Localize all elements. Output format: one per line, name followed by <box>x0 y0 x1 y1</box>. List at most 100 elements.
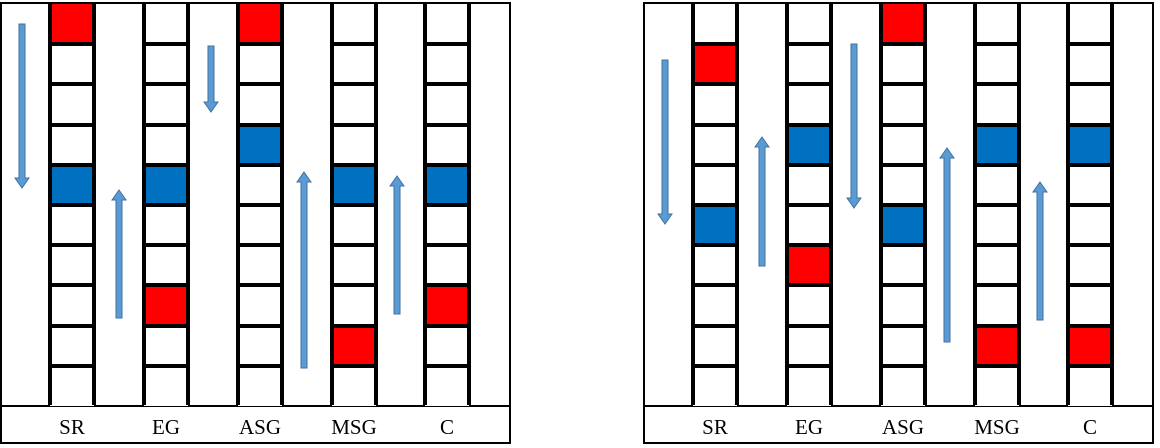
ladder-rung <box>977 243 1017 248</box>
column-label: EG <box>795 415 823 439</box>
ladder-rung <box>1070 363 1110 368</box>
ladder-rung <box>883 122 923 127</box>
ladder-column-eg <box>785 4 833 406</box>
flow-arrow-up <box>1032 181 1048 321</box>
ladder-rung <box>695 122 735 127</box>
ladder-cell-empty <box>332 44 376 85</box>
ladder-cell-empty <box>144 44 188 85</box>
ladder-rung <box>240 162 280 167</box>
flow-arrow-shape <box>111 189 127 319</box>
ladder-cell-empty <box>787 325 831 366</box>
ladder-cell-blue <box>50 164 94 205</box>
ladder-rung <box>427 243 467 248</box>
ladder-cell-empty <box>425 205 469 246</box>
ladder-cell-empty <box>787 285 831 326</box>
ladder-cell-empty <box>50 205 94 246</box>
ladder-cell-empty <box>144 365 188 406</box>
ladder-rung <box>52 82 92 87</box>
ladder-rung <box>789 162 829 167</box>
ladder-rung <box>240 42 280 47</box>
ladder-rung <box>1070 82 1110 87</box>
ladder-cell-empty <box>238 325 282 366</box>
ladder-column-eg <box>142 4 190 406</box>
ladder-cell-red <box>50 4 94 45</box>
ladder-rung <box>334 162 374 167</box>
ladder-cell-empty <box>787 365 831 406</box>
right-ladder-panel: SR EG ASG MSG C <box>643 2 1154 444</box>
ladder-column-msg <box>330 4 378 406</box>
flow-arrow-shape <box>1032 181 1048 321</box>
ladder-rung <box>334 82 374 87</box>
label-row-divider <box>2 405 509 407</box>
ladder-rung <box>52 203 92 207</box>
ladder-rung <box>977 162 1017 167</box>
ladder-rung <box>334 323 374 328</box>
ladder-cell-empty <box>881 325 925 366</box>
column-label: C <box>439 415 454 439</box>
ladder-column-asg <box>236 4 284 406</box>
ladder-cell-empty <box>238 245 282 286</box>
column-label: EG <box>152 415 180 439</box>
ladder-column-msg <box>973 4 1021 406</box>
flow-arrow-up <box>389 175 405 315</box>
flow-arrow-shape <box>939 147 955 343</box>
ladder-cell-empty <box>975 44 1019 85</box>
ladder-cell-empty <box>975 205 1019 246</box>
ladder-rung <box>789 203 829 207</box>
ladder-rail-left <box>330 4 334 405</box>
ladder-cell-red <box>1068 325 1112 366</box>
ladder-cell-empty <box>881 84 925 125</box>
ladder-rung <box>334 203 374 207</box>
ladder-cell-red <box>425 285 469 326</box>
ladder-cell-blue <box>787 124 831 165</box>
ladder-rung <box>883 283 923 288</box>
ladder-cell-empty <box>881 164 925 205</box>
ladder-cell-empty <box>975 285 1019 326</box>
ladder-cell-empty <box>693 84 737 125</box>
ladder-cell-empty <box>693 365 737 406</box>
ladder-rung <box>52 323 92 328</box>
ladder-rung <box>977 42 1017 47</box>
ladder-cell-empty <box>332 245 376 286</box>
ladder-rung <box>695 363 735 368</box>
ladder-cell-empty <box>425 44 469 85</box>
ladder-rail-right <box>923 4 927 405</box>
ladder-rung <box>883 363 923 368</box>
ladder-cell-blue <box>975 124 1019 165</box>
ladder-column-c <box>1066 4 1114 406</box>
flow-arrow-shape <box>203 45 219 113</box>
ladder-cell-empty <box>787 4 831 45</box>
ladder-rung <box>427 162 467 167</box>
ladder-cell-empty <box>693 4 737 45</box>
ladder-rail-left <box>423 4 427 405</box>
ladder-rung <box>977 203 1017 207</box>
ladder-rail-right <box>280 4 284 405</box>
ladder-rung <box>695 243 735 248</box>
ladder-rung <box>1070 283 1110 288</box>
ladder-cell-empty <box>425 245 469 286</box>
ladder-cell-red <box>693 44 737 85</box>
ladder-cell-empty <box>1068 84 1112 125</box>
ladder-rung <box>240 203 280 207</box>
ladder-rung <box>146 82 186 87</box>
ladder-cell-blue <box>425 164 469 205</box>
ladder-cell-empty <box>50 325 94 366</box>
flow-arrow-down <box>846 43 862 209</box>
ladder-rung <box>695 82 735 87</box>
ladder-cell-empty <box>975 365 1019 406</box>
ladder-rail-right <box>374 4 378 405</box>
ladder-rail-left <box>973 4 977 405</box>
ladder-rung <box>52 363 92 368</box>
ladder-cell-empty <box>975 84 1019 125</box>
ladder-rung <box>334 122 374 127</box>
ladder-cell-empty <box>425 365 469 406</box>
ladder-cell-red <box>332 325 376 366</box>
ladder-cell-red <box>238 4 282 45</box>
ladder-cell-empty <box>144 205 188 246</box>
ladder-column-asg <box>879 4 927 406</box>
ladder-cell-empty <box>144 84 188 125</box>
ladder-rung <box>977 82 1017 87</box>
flow-arrow-shape <box>296 171 312 369</box>
ladder-cell-empty <box>881 124 925 165</box>
ladder-cell-empty <box>1068 205 1112 246</box>
